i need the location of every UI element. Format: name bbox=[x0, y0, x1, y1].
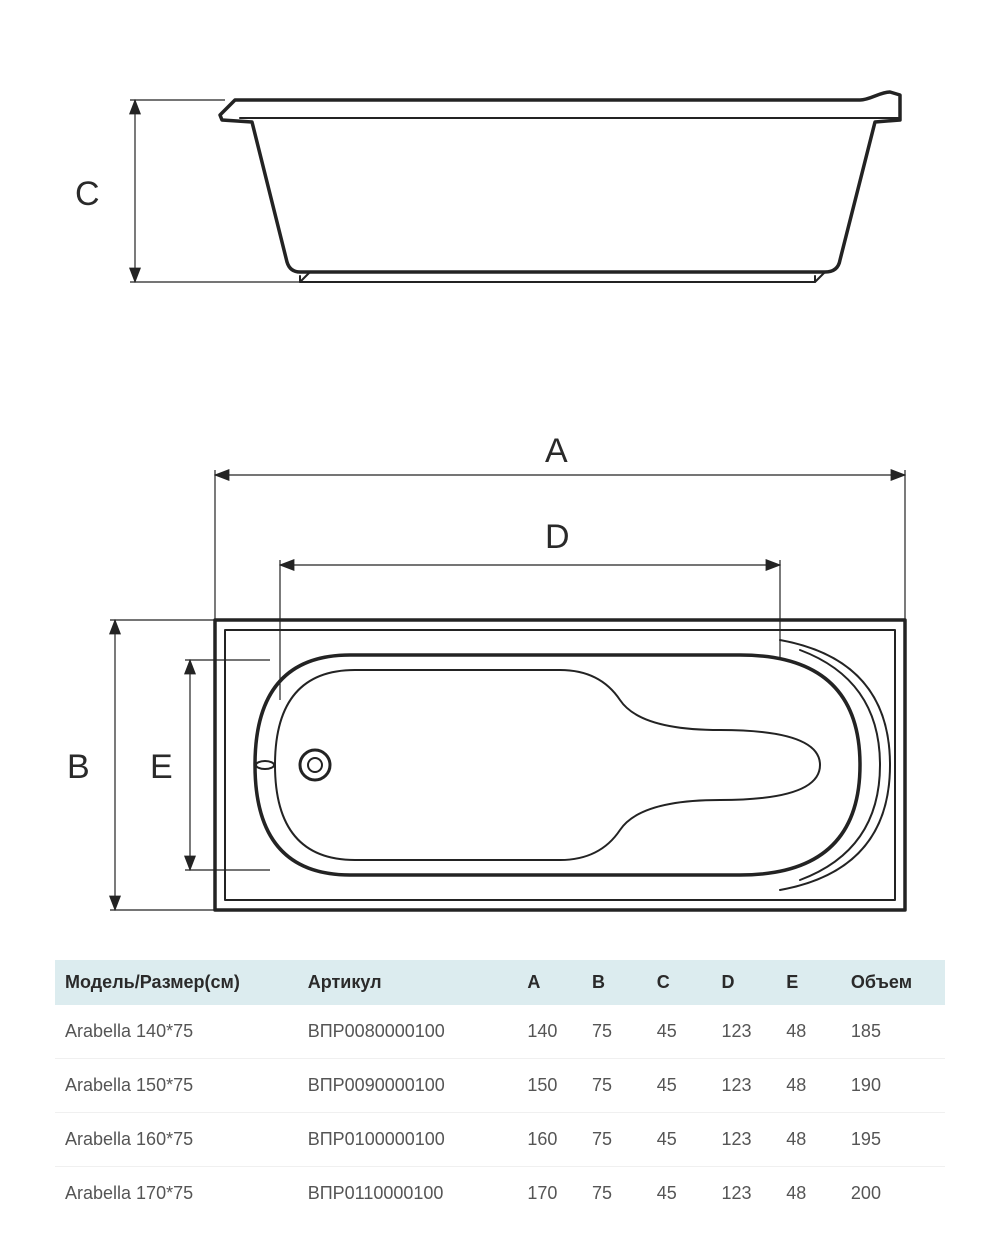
cell-c: 45 bbox=[647, 1167, 712, 1221]
col-header-b: B bbox=[582, 960, 647, 1005]
cell-e: 48 bbox=[776, 1167, 841, 1221]
cell-article: ВПР0100000100 bbox=[298, 1113, 518, 1167]
col-header-e: E bbox=[776, 960, 841, 1005]
cell-article: ВПР0110000100 bbox=[298, 1167, 518, 1221]
table-row: Arabella 150*75 ВПР0090000100 150 75 45 … bbox=[55, 1059, 945, 1113]
col-header-d: D bbox=[711, 960, 776, 1005]
cell-model: Arabella 170*75 bbox=[55, 1167, 298, 1221]
dimension-e bbox=[185, 660, 270, 870]
cell-d: 123 bbox=[711, 1113, 776, 1167]
cell-e: 48 bbox=[776, 1113, 841, 1167]
cell-volume: 185 bbox=[841, 1005, 945, 1059]
label-e: E bbox=[150, 748, 173, 787]
cell-model: Arabella 140*75 bbox=[55, 1005, 298, 1059]
drawing-svg bbox=[0, 0, 1000, 940]
cell-model: Arabella 150*75 bbox=[55, 1059, 298, 1113]
dimension-c bbox=[130, 100, 300, 282]
col-header-c: C bbox=[647, 960, 712, 1005]
table-row: Arabella 140*75 ВПР0080000100 140 75 45 … bbox=[55, 1005, 945, 1059]
label-c: C bbox=[75, 175, 100, 214]
top-view bbox=[215, 620, 905, 910]
spec-table: Модель/Размер(см) Артикул A B C D E Объе… bbox=[55, 960, 945, 1220]
col-header-article: Артикул bbox=[298, 960, 518, 1005]
cell-b: 75 bbox=[582, 1167, 647, 1221]
cell-d: 123 bbox=[711, 1167, 776, 1221]
cell-b: 75 bbox=[582, 1005, 647, 1059]
cell-c: 45 bbox=[647, 1113, 712, 1167]
cell-model: Arabella 160*75 bbox=[55, 1113, 298, 1167]
cell-volume: 190 bbox=[841, 1059, 945, 1113]
label-d: D bbox=[545, 518, 570, 557]
cell-a: 140 bbox=[517, 1005, 582, 1059]
spec-table-body: Arabella 140*75 ВПР0080000100 140 75 45 … bbox=[55, 1005, 945, 1220]
label-a: A bbox=[545, 432, 568, 471]
cell-a: 150 bbox=[517, 1059, 582, 1113]
table-row: Arabella 170*75 ВПР0110000100 170 75 45 … bbox=[55, 1167, 945, 1221]
cell-d: 123 bbox=[711, 1059, 776, 1113]
cell-d: 123 bbox=[711, 1005, 776, 1059]
page: C A D B E Модель/Размер(см) Артикул A B … bbox=[0, 0, 1000, 1238]
technical-drawing: C A D B E bbox=[0, 0, 1000, 940]
cell-e: 48 bbox=[776, 1005, 841, 1059]
cell-b: 75 bbox=[582, 1059, 647, 1113]
side-view bbox=[220, 92, 900, 282]
cell-volume: 200 bbox=[841, 1167, 945, 1221]
col-header-volume: Объем bbox=[841, 960, 945, 1005]
col-header-a: A bbox=[517, 960, 582, 1005]
table-row: Arabella 160*75 ВПР0100000100 160 75 45 … bbox=[55, 1113, 945, 1167]
cell-article: ВПР0080000100 bbox=[298, 1005, 518, 1059]
cell-a: 170 bbox=[517, 1167, 582, 1221]
cell-article: ВПР0090000100 bbox=[298, 1059, 518, 1113]
table-header-row: Модель/Размер(см) Артикул A B C D E Объе… bbox=[55, 960, 945, 1005]
label-b: B bbox=[67, 748, 90, 787]
cell-volume: 195 bbox=[841, 1113, 945, 1167]
cell-c: 45 bbox=[647, 1005, 712, 1059]
cell-b: 75 bbox=[582, 1113, 647, 1167]
cell-c: 45 bbox=[647, 1059, 712, 1113]
cell-a: 160 bbox=[517, 1113, 582, 1167]
col-header-model: Модель/Размер(см) bbox=[55, 960, 298, 1005]
spec-table-container: Модель/Размер(см) Артикул A B C D E Объе… bbox=[55, 960, 945, 1220]
cell-e: 48 bbox=[776, 1059, 841, 1113]
